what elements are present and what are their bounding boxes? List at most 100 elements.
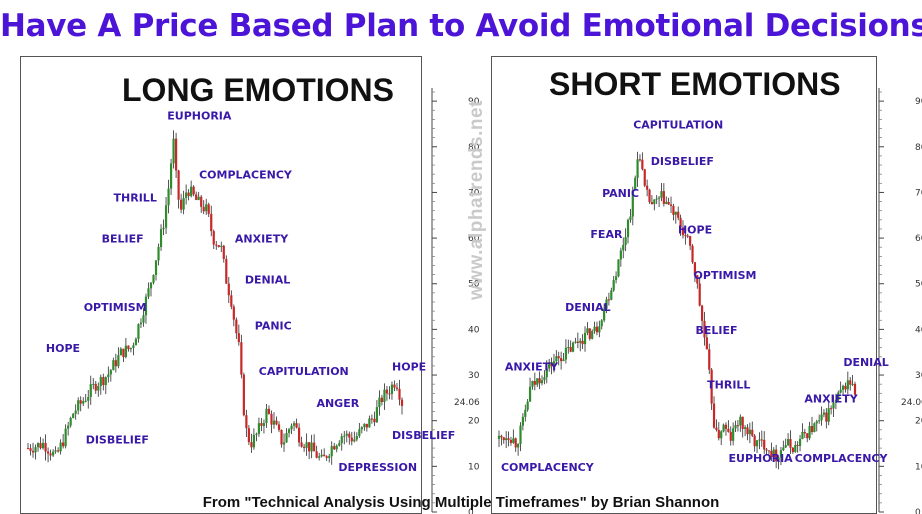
candle-body (290, 425, 293, 430)
candle-body (743, 427, 747, 429)
emotion-label: COMPLACENCY (795, 452, 889, 465)
candle-body (328, 456, 331, 458)
emotion-label: ANXIETY (804, 392, 858, 405)
candle-body (84, 400, 87, 402)
candle-body (550, 362, 553, 367)
candle-body (180, 199, 183, 210)
candle-body (612, 279, 615, 291)
candle-body (338, 443, 341, 446)
candle-body (267, 408, 271, 414)
candle-body (177, 170, 180, 200)
candle-body (62, 442, 65, 447)
candle-body (310, 442, 313, 452)
candle-body (619, 250, 622, 260)
candle-body (693, 262, 697, 276)
candle-body (240, 342, 243, 375)
candle-body (545, 368, 548, 378)
emotion-label: DENIAL (245, 274, 290, 287)
candle-body (519, 425, 522, 444)
candle-body (333, 446, 336, 450)
candle-body (370, 418, 373, 420)
watermark-text: www.alphatrends.net (466, 100, 487, 300)
candle-body (172, 138, 175, 164)
candle-body (190, 186, 193, 197)
candle-body (295, 423, 298, 428)
candle-body (794, 444, 797, 453)
candle-body (252, 434, 256, 448)
candle-body (308, 442, 311, 452)
y-tick-label: 10 (915, 462, 922, 472)
candle-body (260, 423, 263, 426)
candle-body (509, 439, 513, 443)
candle-body (571, 342, 575, 352)
candle-body (543, 377, 546, 381)
candle-body (849, 380, 852, 385)
candle-body (77, 400, 80, 411)
candle-body (59, 442, 62, 452)
candle-body (636, 159, 639, 178)
candle-body (348, 433, 351, 438)
candle-body (648, 189, 651, 203)
candle-body (727, 428, 730, 432)
candle-body (536, 378, 539, 385)
candle-body (272, 420, 276, 425)
candle-body (760, 439, 763, 441)
emotion-label: THRILL (114, 192, 157, 205)
candle-body (318, 456, 321, 458)
candle-body (681, 227, 685, 236)
candle-body (320, 454, 323, 457)
candle-body (832, 403, 835, 409)
candle-body (112, 360, 115, 371)
candle-body (600, 320, 603, 327)
emotion-label: EUPHORIA (729, 452, 794, 465)
candle-body (512, 438, 515, 443)
candle-body (39, 443, 42, 449)
candle-body (791, 447, 794, 453)
candle-body (497, 435, 501, 439)
candle-body (262, 423, 266, 426)
emotion-label: HOPE (678, 224, 712, 237)
candle-body (502, 437, 505, 441)
emotion-label: DISBELIEF (392, 429, 455, 442)
candle-body (801, 431, 804, 439)
candle-body (210, 213, 213, 232)
candle-body (803, 431, 806, 434)
last-price-label: 24.06 (901, 398, 922, 408)
candle-body (97, 386, 100, 391)
candle-body (729, 431, 732, 441)
candle-body (54, 450, 57, 452)
candle-body (815, 421, 818, 424)
candle-body (257, 423, 261, 434)
candle-body (313, 442, 316, 452)
candle-body (67, 425, 70, 429)
chart-heading-long: LONG EMOTIONS (122, 72, 394, 108)
candle-body (82, 401, 85, 404)
candle-body (114, 360, 117, 367)
candle-body (560, 358, 563, 362)
candle-body (205, 204, 208, 212)
candle-body (355, 436, 358, 440)
candle-body (705, 337, 708, 350)
candle-body (325, 456, 328, 458)
candle-body (569, 347, 572, 352)
candle-body (99, 376, 102, 387)
candle-body (500, 435, 503, 438)
candle-body (822, 412, 826, 415)
candle-body (528, 386, 532, 402)
candle-body (69, 417, 72, 426)
candle-body (514, 438, 517, 448)
candle-body (669, 204, 673, 206)
candle-body (517, 443, 520, 448)
y-tick-label: 40 (468, 325, 480, 335)
candle-body (646, 185, 649, 190)
candle-body (574, 341, 577, 343)
candle-body (275, 420, 278, 425)
candle-body (255, 433, 258, 435)
candle-body (818, 420, 821, 422)
candle-body (36, 443, 40, 448)
candle-body (202, 206, 205, 212)
candle-body (162, 227, 165, 230)
candle-body (41, 442, 45, 449)
candle-body (34, 447, 37, 453)
candle-body (548, 362, 551, 369)
